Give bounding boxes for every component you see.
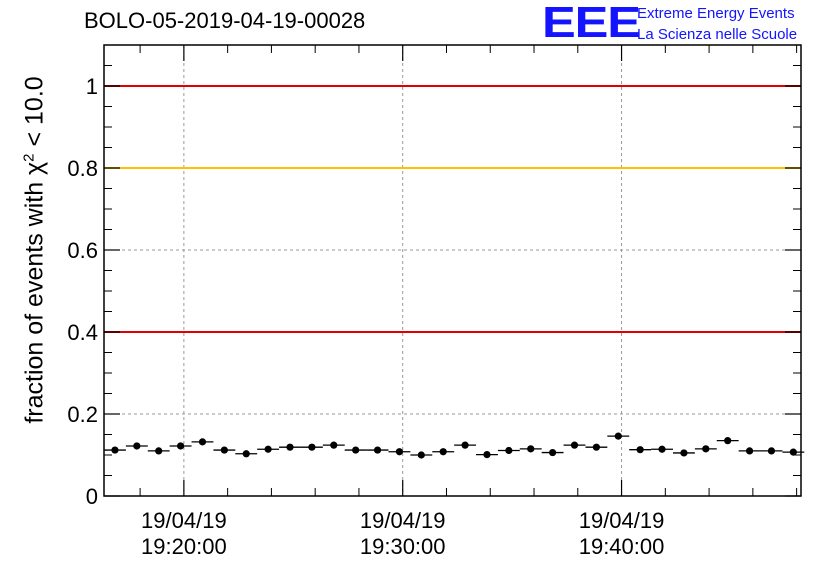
grid-lines [104,45,801,496]
data-point [724,437,732,445]
data-point [505,446,513,455]
x-tick-label: 19/04/19 19:30:00 [360,508,446,560]
x-tick-label: 19/04/19 19:20:00 [141,508,227,560]
reference-lines [104,85,801,333]
x-tick-label: 19/04/19 19:40:00 [579,508,665,560]
data-point [636,446,644,454]
data-point [111,446,119,454]
data-point [549,448,557,457]
x-tick-label-time: 19:40:00 [578,534,665,559]
data-point [352,446,360,454]
axes: 0 0.2 0.4 0.6 0.8 1 [67,44,802,509]
x-tick-label-date: 19/04/19 [578,508,665,533]
logo-subtitle-line1: Extreme Energy Events [637,5,795,22]
chart-title: BOLO-05-2019-04-19-00028 [84,8,366,33]
data-point [592,443,600,451]
data-point [745,447,754,455]
y-tick-label: 0.6 [67,238,98,263]
data-point [439,448,447,456]
x-tick-label-time: 19:30:00 [359,534,446,559]
logo-mark: EEE [542,0,641,47]
y-tick-label: 0.8 [67,156,98,181]
logo-subtitle-line2: La Scienza nelle Scuole [637,26,798,43]
data-point [198,438,207,446]
data-point [570,441,579,449]
data-point [373,446,382,454]
data-point [395,448,404,456]
data-point [220,446,228,454]
y-axis-label-superscript: 2 [20,153,38,162]
data-point [767,447,776,455]
y-axis-label-prefix: fraction of events with [20,174,49,424]
data-point [176,442,185,450]
data-point [702,445,710,453]
data-point [155,447,163,455]
x-tick-label-date: 19/04/19 [359,508,446,533]
data-point [658,445,666,453]
data-point [483,450,491,459]
x-tick-label-time: 19:20:00 [141,534,227,559]
data-point [264,445,272,453]
y-axis-label: fraction of events with χ2 < 10.0 [20,76,49,423]
data-point [242,450,250,458]
y-tick-label: 0.2 [67,402,98,427]
y-tick-label: 1 [86,74,98,99]
y-axis-label-suffix: < 10.0 [20,76,49,154]
data-point [330,441,338,449]
data-point [286,443,294,451]
data-point [461,441,469,449]
y-axis-label-symbol: χ [20,161,49,175]
data-point [133,442,141,450]
eee-logo: EEE Extreme Energy Events La Scienza nel… [542,0,832,48]
y-tick-label: 0.4 [67,320,98,345]
data-points [104,432,805,459]
plot-frame [103,44,802,497]
data-point [527,445,535,453]
x-tick-label-date: 19/04/19 [141,508,227,533]
data-point [614,432,622,440]
data-point [308,443,316,451]
data-point [789,448,797,456]
data-point [417,451,425,459]
y-tick-label: 0 [86,484,98,509]
data-point [680,449,688,457]
